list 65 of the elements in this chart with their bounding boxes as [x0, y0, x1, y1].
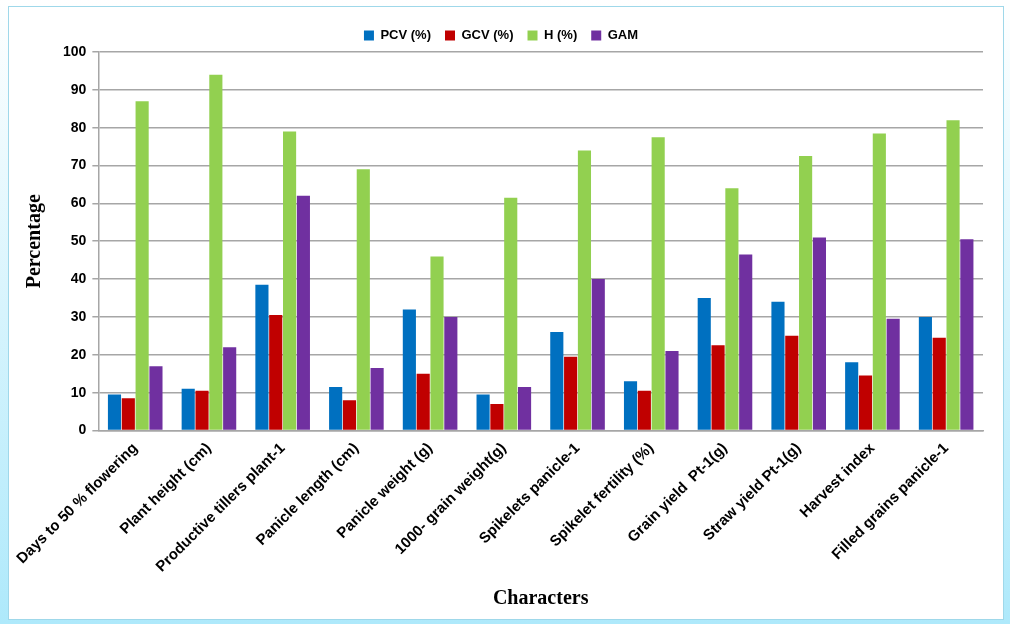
bar — [697, 298, 711, 430]
bar — [623, 381, 638, 430]
bar — [416, 373, 430, 430]
bar — [255, 284, 269, 430]
y-tick-label: 60 — [70, 194, 87, 211]
bar — [946, 120, 960, 430]
bar — [665, 351, 679, 430]
y-tick-label: 0 — [78, 421, 87, 438]
bar — [107, 394, 122, 430]
bar — [476, 394, 490, 430]
bar — [329, 386, 343, 430]
y-tick-label: 50 — [70, 232, 87, 249]
bar — [799, 156, 813, 430]
y-tick-label: 40 — [70, 269, 87, 286]
bar — [564, 356, 578, 430]
bar — [504, 197, 518, 430]
bar — [845, 362, 859, 430]
y-tick-label: 70 — [70, 156, 87, 173]
bar — [135, 101, 149, 430]
y-tick-label: 100 — [63, 42, 87, 59]
bar — [725, 188, 739, 430]
y-tick-label: 10 — [70, 383, 87, 400]
bar — [283, 131, 297, 430]
legend-label: H (%) — [544, 27, 578, 43]
bar — [370, 368, 384, 430]
bar — [550, 332, 564, 430]
bar — [785, 335, 799, 430]
bar — [195, 390, 209, 430]
y-axis-title: Percentage — [22, 194, 46, 289]
bar — [711, 345, 725, 430]
bar — [149, 366, 163, 430]
bar — [932, 337, 946, 430]
legend-label: PCV (%) — [380, 27, 432, 43]
bar — [960, 239, 974, 430]
bar — [121, 398, 135, 430]
bar — [402, 309, 416, 430]
bar — [812, 237, 826, 430]
bar — [296, 195, 310, 430]
bar — [356, 169, 370, 430]
bar — [444, 316, 458, 430]
bar — [858, 375, 873, 430]
bar — [771, 301, 785, 430]
bar — [490, 404, 504, 430]
bar — [342, 400, 357, 430]
bar — [637, 390, 651, 430]
bar — [577, 150, 592, 430]
bar — [886, 318, 900, 430]
bar — [517, 386, 532, 430]
bar — [591, 279, 605, 430]
y-tick-label: 90 — [70, 80, 87, 97]
bar — [918, 316, 932, 430]
bar — [430, 256, 444, 430]
bar — [209, 74, 223, 430]
y-tick-label: 30 — [70, 307, 87, 324]
y-tick-label: 80 — [70, 118, 87, 135]
bar — [223, 347, 237, 430]
bar — [269, 315, 283, 430]
legend-label: GCV (%) — [461, 27, 514, 43]
y-tick-label: 20 — [70, 345, 87, 362]
bar — [872, 133, 886, 430]
bar — [651, 137, 665, 430]
bar — [181, 388, 195, 430]
bar — [739, 254, 753, 430]
legend-label: GAM — [607, 27, 639, 43]
x-axis-title: Characters — [492, 586, 589, 609]
